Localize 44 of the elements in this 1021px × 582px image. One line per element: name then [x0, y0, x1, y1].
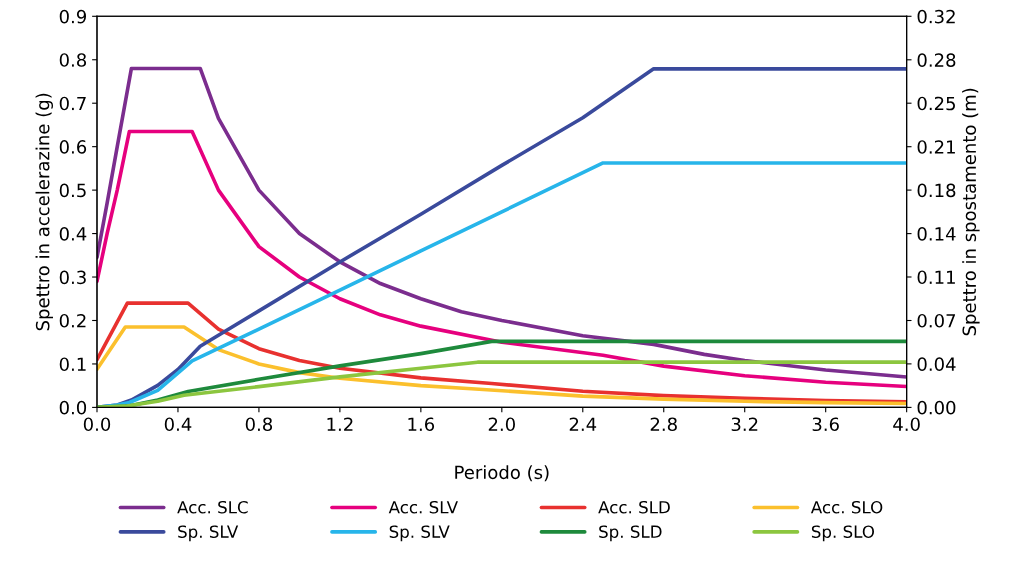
- x-tick-label: 3.6: [812, 417, 839, 432]
- y2-tick-label: 0.04: [917, 357, 956, 372]
- x-axis-title: Periodo (s): [455, 465, 549, 482]
- y-tick-label: 0.3: [59, 270, 86, 285]
- x-tick-label: 2.0: [488, 417, 515, 432]
- x-tick-label: 2.8: [650, 417, 677, 432]
- y2-tick-label: 0.07: [917, 313, 956, 328]
- x-tick-label: 4.0: [893, 417, 920, 432]
- y2-tick-label: 0.00: [917, 400, 956, 415]
- y2-tick-label: 0.25: [917, 96, 955, 111]
- legend-label: Acc. SLD: [598, 500, 670, 514]
- x-tick-label: 1.6: [408, 417, 435, 432]
- legend-label: Acc. SLV: [388, 500, 458, 514]
- legend-label: Sp. SLD: [599, 525, 662, 542]
- legend-label: Sp. SLV: [178, 525, 239, 542]
- y-tick-label: 0.8: [59, 53, 87, 67]
- legend-label: Sp. SLV: [389, 525, 450, 542]
- line-series: [97, 301, 907, 404]
- y2-tick-label: 0.21: [917, 140, 955, 154]
- legend-label: Acc. SLO: [810, 500, 883, 514]
- y-tick-label: 0.5: [59, 183, 86, 198]
- y-tick-label: 0.7: [59, 96, 86, 111]
- y-tick-label: 0.0: [59, 400, 87, 415]
- y2-axis-title: Spettro in spostamento (m): [962, 88, 980, 336]
- y2-tick-label: 0.11: [917, 270, 955, 285]
- x-tick-label: 0.8: [245, 417, 273, 432]
- y2-tick-label: 0.28: [917, 53, 956, 67]
- y-tick-label: 0.6: [59, 140, 87, 154]
- x-tick-label: 3.2: [731, 417, 758, 432]
- x-tick-label: 1.2: [327, 417, 353, 431]
- y2-tick-label: 0.32: [917, 9, 955, 24]
- x-tick-label: 2.4: [569, 417, 597, 431]
- y-tick-label: 0.4: [59, 227, 87, 241]
- y2-tick-label: 0.18: [917, 183, 956, 198]
- y-axis-title: Spettro in accelerazine (g): [35, 93, 53, 331]
- legend-label: Acc. SLC: [177, 500, 248, 514]
- y-tick-label: 0.1: [59, 357, 86, 372]
- y-tick-label: 0.9: [59, 9, 86, 24]
- legend-label: Sp. SLO: [811, 525, 875, 542]
- line-series: [97, 129, 907, 389]
- y2-tick-label: 0.14: [917, 227, 956, 241]
- x-tick-label: 0.4: [164, 417, 192, 432]
- y-tick-label: 0.2: [59, 313, 86, 328]
- x-tick-label: 0.0: [83, 417, 111, 432]
